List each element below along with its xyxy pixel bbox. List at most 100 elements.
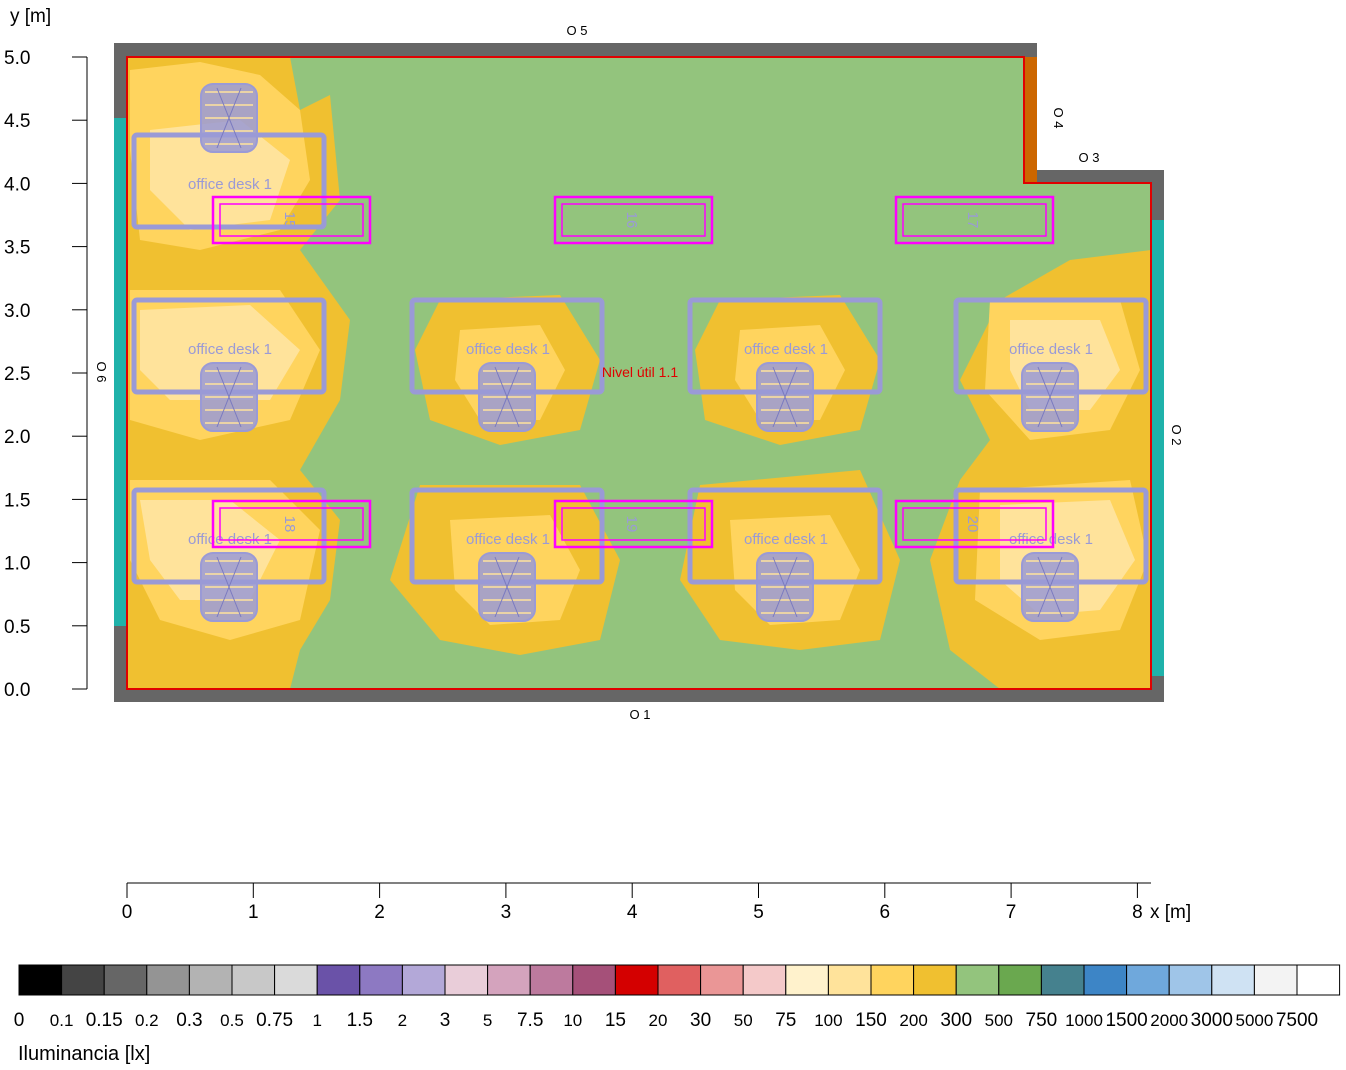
legend-swatch [700, 964, 744, 996]
band-midleft-peak [140, 305, 300, 400]
legend-swatch [955, 964, 1000, 996]
legend-swatch [274, 964, 318, 996]
legend-swatch [444, 964, 489, 996]
legend-label: 75 [775, 1010, 796, 1031]
legend-swatch [18, 964, 63, 996]
luminaire-layer: 15 16 17 18 19 20 [211, 195, 1055, 549]
legend-swatch [103, 964, 148, 996]
y-tick-label: 4.5 [4, 111, 30, 132]
window-o2 [1152, 220, 1164, 676]
office-chair [478, 552, 536, 622]
x-tick-label: 2 [374, 902, 385, 923]
wall-label-o1: O 1 [630, 707, 651, 722]
luminaire-inner [219, 203, 364, 237]
legend-swatch [1040, 964, 1085, 996]
chair-mesh [216, 366, 242, 428]
desk-label: office desk 1 [188, 341, 272, 358]
legend-label: 1 [312, 1011, 321, 1030]
legend-swatch [572, 964, 616, 996]
desk-label: office desk 1 [188, 176, 272, 193]
y-tick-label: 3.5 [4, 238, 30, 259]
legend-label: 0 [14, 1010, 25, 1031]
chair-mesh [494, 366, 520, 428]
y-tick-label: 3.0 [4, 301, 30, 322]
legend-label: 50 [734, 1011, 753, 1030]
legend-swatch [61, 964, 105, 996]
chair-mesh [1037, 556, 1063, 618]
legend-swatch [742, 964, 787, 996]
legend-swatch [1296, 964, 1341, 996]
office-chair [200, 552, 258, 622]
x-ticks: 0 1 2 3 4 5 6 7 8 [122, 883, 1143, 923]
legend-swatch [1211, 964, 1255, 996]
legend-label: 0.3 [176, 1010, 202, 1031]
wall-labels: O 5 O 1 O 3 O 4 O 2 O 6 [94, 23, 1184, 722]
legend-swatch [657, 964, 702, 996]
luminaire-label: 15 [281, 212, 298, 229]
y-ticks: 5.0 4.5 4.0 3.5 3.0 2.5 2.0 1.5 1.0 0.5 0.0 [4, 48, 87, 701]
luminaire-inner [902, 203, 1047, 237]
luminaire: 19 [553, 499, 714, 549]
legend-swatch [401, 964, 446, 996]
x-tick-label: 5 [753, 902, 764, 923]
wall-label-o4: O 4 [1051, 108, 1066, 129]
legend-label: 15 [605, 1010, 626, 1031]
legend-swatch [188, 964, 233, 996]
y-tick-label: 4.0 [4, 174, 30, 195]
x-axis: 0 1 2 3 4 5 6 7 8 x [m] [122, 882, 1191, 923]
office-chair [756, 362, 814, 432]
x-tick-label: 6 [880, 902, 891, 923]
legend-label: 5000 [1235, 1011, 1273, 1030]
luminaire-label: 17 [964, 212, 981, 229]
luminaire: 16 [553, 195, 714, 245]
door-o4 [1024, 57, 1037, 183]
luminaire-outer [211, 499, 372, 549]
luminaire-label: 19 [623, 516, 640, 533]
luminaire-outer [553, 195, 714, 245]
desk-label: office desk 1 [1009, 531, 1093, 548]
luminaire: 17 [894, 195, 1055, 245]
legend-swatch [1253, 964, 1298, 996]
legend-swatch [827, 964, 872, 996]
legend-label: 5 [483, 1011, 492, 1030]
legend-label: 150 [855, 1010, 887, 1031]
luminaire-outer [211, 195, 372, 245]
legend-label: 10 [563, 1011, 582, 1030]
desk-label: office desk 1 [744, 531, 828, 548]
luminaire-label: 16 [623, 212, 640, 229]
legend-label: 1500 [1105, 1010, 1147, 1031]
desk-label: office desk 1 [466, 531, 550, 548]
legend-label: 300 [940, 1010, 972, 1031]
chair-mesh [216, 87, 242, 149]
legend-label: 2000 [1150, 1011, 1188, 1030]
legend-swatch [146, 964, 190, 996]
y-tick-label: 0.5 [4, 617, 30, 638]
y-tick-label: 1.5 [4, 490, 30, 511]
wall-label-o6: O 6 [94, 362, 109, 383]
y-axis: y [m] 5.0 4.5 4.0 3.5 3.0 2.5 2.0 1.5 1.0 0.5 0.0 [4, 6, 88, 701]
office-chair [200, 362, 258, 432]
legend-label: 30 [690, 1010, 711, 1031]
legend-swatch [913, 964, 957, 996]
office-chair [1021, 552, 1079, 622]
wall-label-o3: O 3 [1079, 150, 1100, 165]
x-tick-label: 3 [501, 902, 512, 923]
luminaire-inner [219, 507, 364, 541]
luminaire-inner [561, 507, 706, 541]
chair-mesh [772, 366, 798, 428]
legend-label: 0.5 [220, 1011, 244, 1030]
legend-swatch [487, 964, 531, 996]
legend-swatch [998, 964, 1042, 996]
legend-swatch [785, 964, 829, 996]
legend-title: Iluminancia [lx] [18, 1043, 150, 1065]
chair-mesh [494, 556, 520, 618]
legend-swatch [1168, 964, 1213, 996]
legend-swatch [1083, 964, 1128, 996]
office-chair [200, 83, 258, 153]
luminaire: 15 [211, 195, 372, 245]
legend-label: 100 [814, 1011, 842, 1030]
y-tick-label: 1.0 [4, 554, 30, 575]
legend-swatch [870, 964, 915, 996]
luminaire-label: 20 [964, 516, 981, 533]
